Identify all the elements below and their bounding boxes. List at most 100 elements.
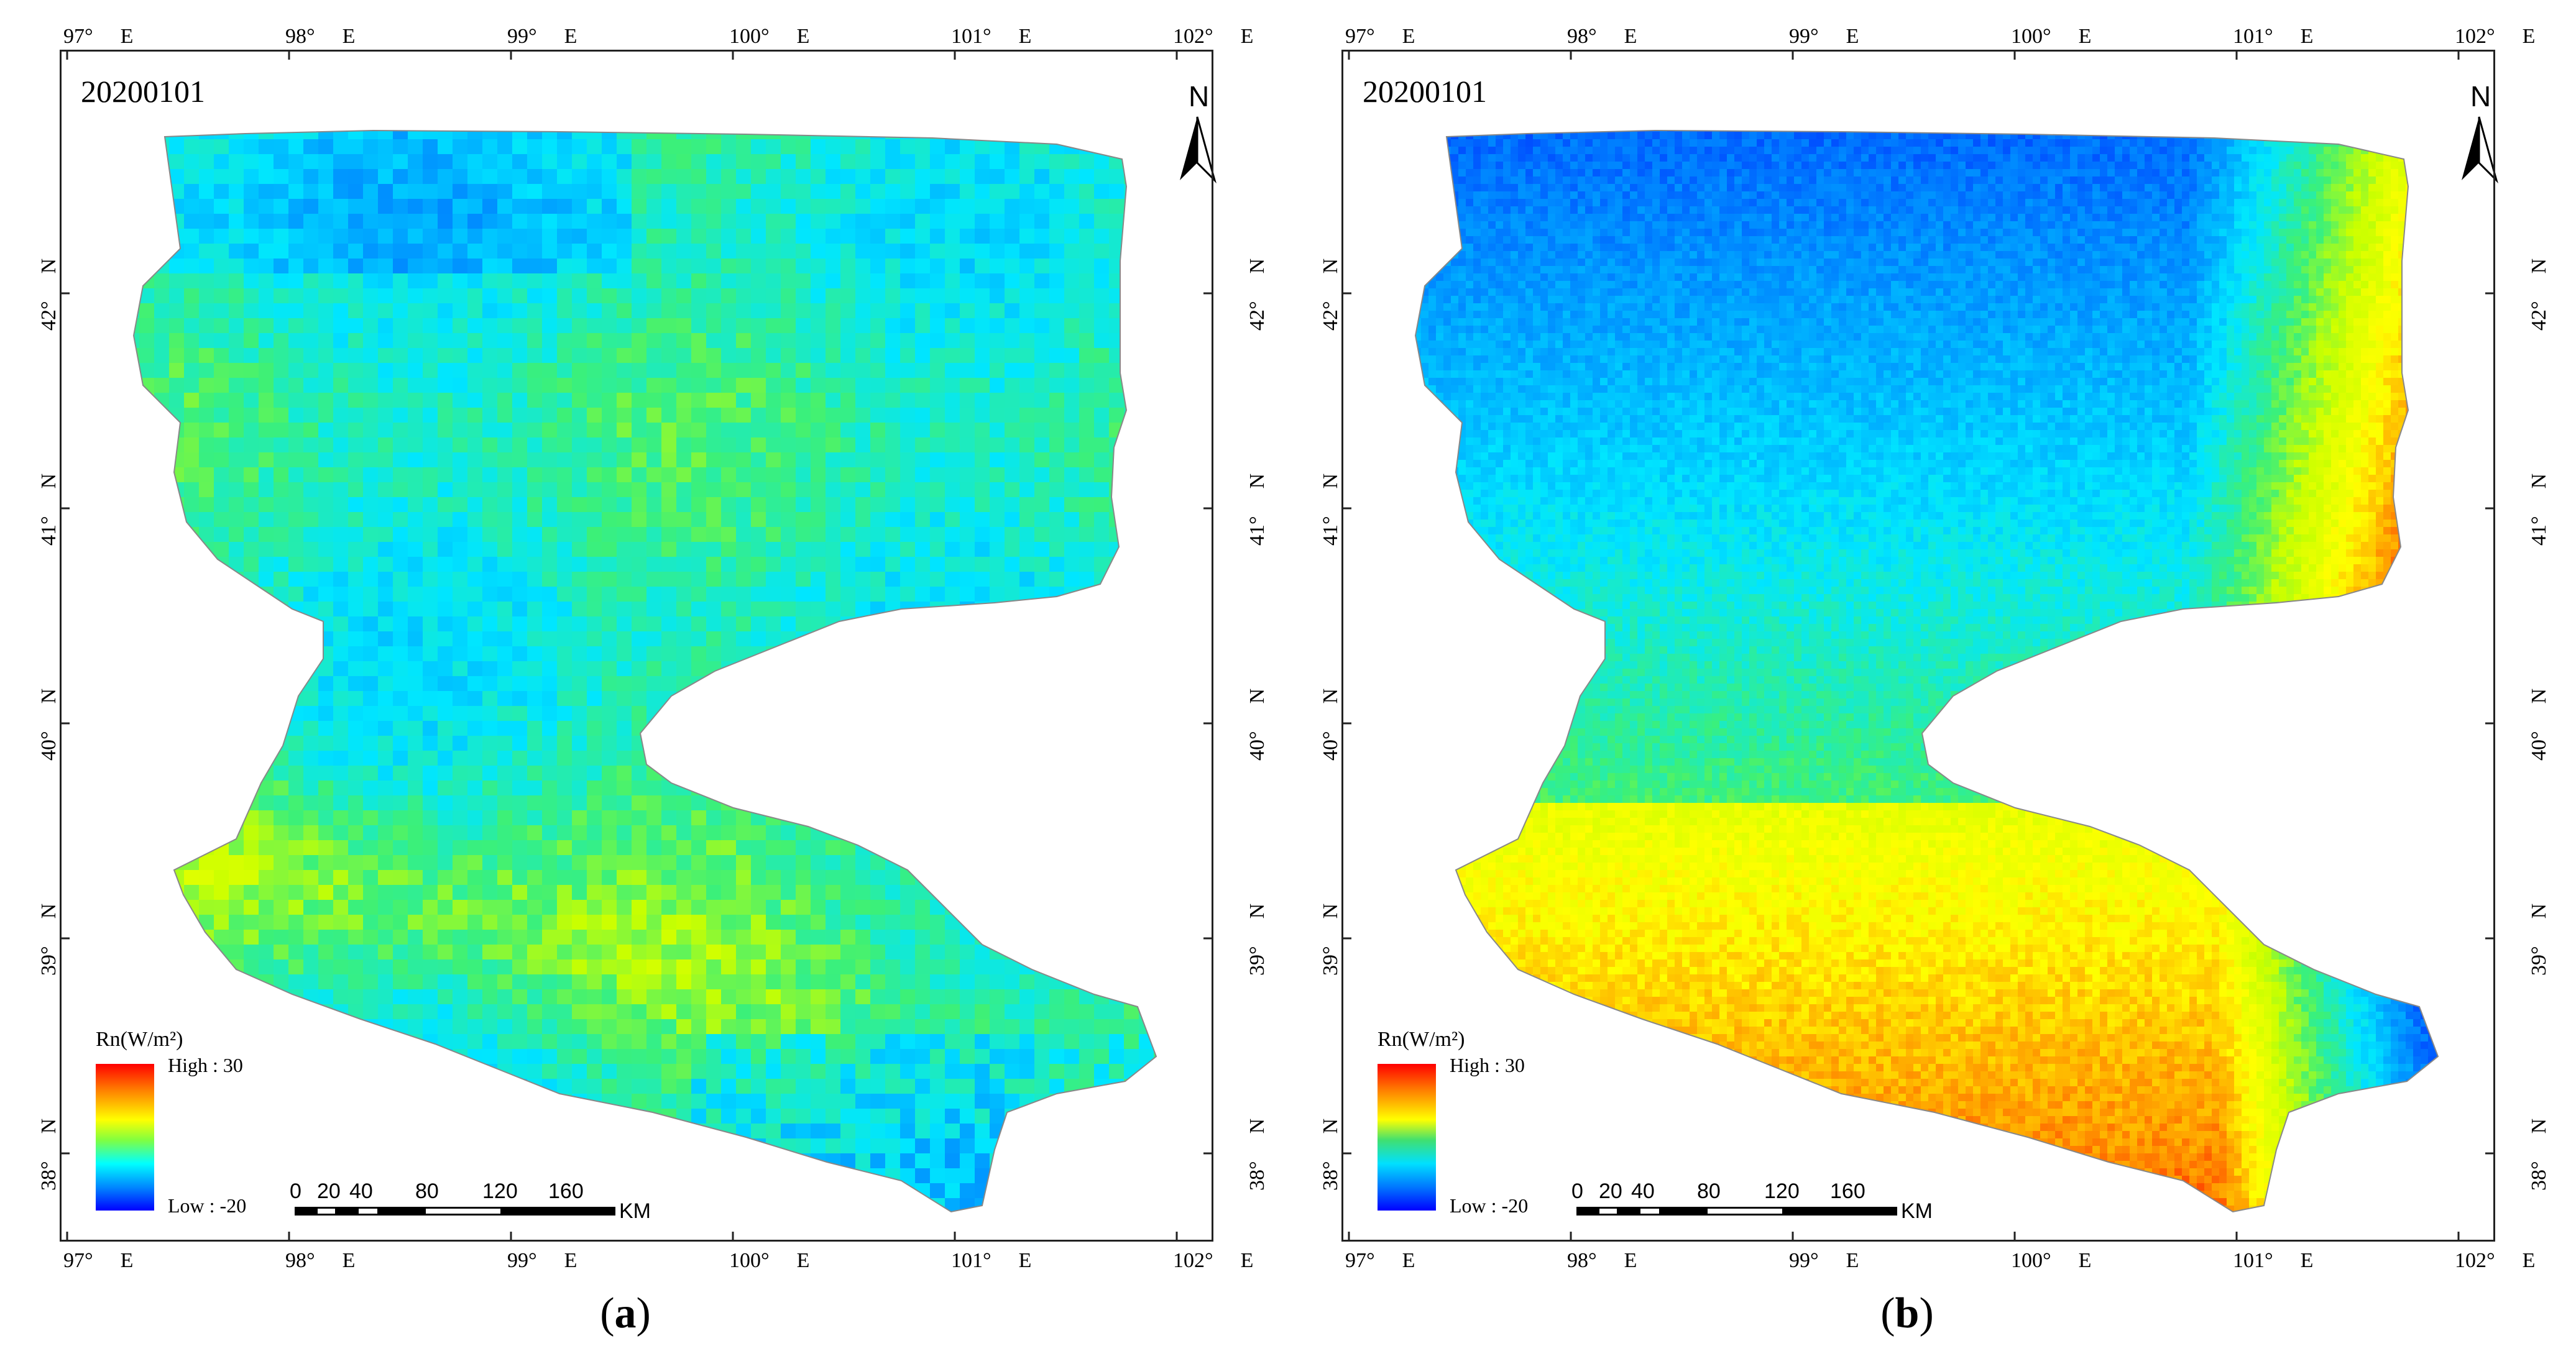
- latitude-hemisphere: N: [2528, 689, 2551, 704]
- longitude-hemisphere: E: [797, 25, 810, 48]
- caption-paren-close: ): [1919, 1289, 1933, 1337]
- latitude-degree: 39°: [2528, 946, 2551, 976]
- latitude-hemisphere: N: [1319, 259, 1342, 274]
- latitude-hemisphere: N: [2528, 474, 2551, 489]
- latitude-degree: 42°: [2528, 301, 2551, 331]
- legend-color-ramp: [1378, 1064, 1436, 1211]
- longitude-hemisphere: E: [121, 25, 134, 48]
- latitude-degree: 39°: [1319, 946, 1342, 976]
- latitude-label: 38° N: [2528, 1119, 2551, 1191]
- latitude-degree: 38°: [1246, 1161, 1269, 1191]
- scale-bar-label: 0: [1571, 1179, 1583, 1204]
- caption-paren-close: ): [637, 1289, 651, 1337]
- map-panel-b: 20200101 97° E 97° E 98° E 98° E 99° E 99° E 100° E 100…: [1282, 0, 2556, 1369]
- longitude-degree: 98°: [1567, 25, 1597, 48]
- latitude-degree: 42°: [37, 301, 60, 331]
- latitude-label: 38° N: [1246, 1119, 1269, 1191]
- longitude-hemisphere: E: [1241, 25, 1254, 48]
- latitude-label: 38° N: [1319, 1119, 1343, 1191]
- caption-letter: b: [1895, 1289, 1920, 1337]
- longitude-label: 100° E: [729, 1249, 809, 1273]
- longitude-hemisphere: E: [1624, 25, 1637, 48]
- scale-bar-label: 20: [1599, 1179, 1622, 1204]
- longitude-hemisphere: E: [121, 1249, 134, 1272]
- longitude-hemisphere: E: [1846, 1249, 1859, 1272]
- longitude-label: 99° E: [507, 25, 577, 48]
- caption-paren-open: (: [1880, 1289, 1895, 1337]
- latitude-degree: 38°: [1319, 1161, 1342, 1191]
- latitude-degree: 39°: [1246, 946, 1269, 976]
- longitude-degree: 97°: [1345, 1249, 1375, 1272]
- latitude-label: 41° N: [1246, 474, 1269, 546]
- longitude-degree: 98°: [285, 25, 315, 48]
- longitude-label: 102° E: [2455, 1249, 2535, 1273]
- longitude-label: 99° E: [1789, 25, 1859, 48]
- basin-boundary: [132, 129, 1157, 1213]
- longitude-hemisphere: E: [564, 1249, 577, 1272]
- north-arrow-icon: [1180, 116, 1217, 184]
- longitude-degree: 98°: [285, 1249, 315, 1272]
- legend-high-label: High : 30: [168, 1054, 243, 1077]
- map-frame: [60, 50, 1213, 1242]
- latitude-hemisphere: N: [2528, 904, 2551, 919]
- panel-caption: (a): [600, 1289, 651, 1339]
- latitude-degree: 41°: [1246, 516, 1269, 546]
- latitude-degree: 42°: [1246, 301, 1269, 331]
- longitude-label: 102° E: [1173, 1249, 1253, 1273]
- longitude-label: 99° E: [507, 1249, 577, 1273]
- latitude-hemisphere: N: [37, 1119, 60, 1134]
- latitude-degree: 40°: [2528, 731, 2551, 761]
- longitude-hemisphere: E: [797, 1249, 810, 1272]
- longitude-label: 98° E: [1567, 1249, 1637, 1273]
- scale-bar-label: 120: [482, 1179, 518, 1204]
- scale-bar-segment: [1599, 1209, 1617, 1214]
- legend-high-label: High : 30: [1450, 1054, 1525, 1077]
- longitude-label: 100° E: [2011, 25, 2091, 48]
- caption-letter: a: [615, 1289, 637, 1337]
- scale-bar-segment: [426, 1209, 500, 1214]
- latitude-label: 41° N: [37, 474, 61, 546]
- legend-title: Rn(W/m²): [1378, 1028, 1465, 1051]
- longitude-degree: 97°: [63, 25, 93, 48]
- latitude-degree: 40°: [37, 731, 60, 761]
- longitude-degree: 102°: [1173, 25, 1213, 48]
- latitude-hemisphere: N: [1319, 689, 1342, 704]
- longitude-degree: 100°: [2011, 25, 2051, 48]
- longitude-label: 101° E: [2233, 1249, 2313, 1273]
- longitude-hemisphere: E: [343, 25, 356, 48]
- longitude-degree: 99°: [507, 1249, 537, 1272]
- latitude-hemisphere: N: [1246, 904, 1269, 919]
- longitude-degree: 101°: [951, 1249, 991, 1272]
- longitude-label: 101° E: [2233, 25, 2313, 48]
- longitude-degree: 99°: [1789, 25, 1819, 48]
- longitude-hemisphere: E: [564, 25, 577, 48]
- latitude-degree: 38°: [37, 1161, 60, 1191]
- latitude-degree: 42°: [1319, 301, 1342, 331]
- legend-title: Rn(W/m²): [96, 1028, 183, 1051]
- map-canvas: [1341, 50, 2498, 1242]
- longitude-hemisphere: E: [1241, 1249, 1254, 1272]
- latitude-label: 42° N: [1246, 259, 1269, 331]
- latitude-hemisphere: N: [1246, 689, 1269, 704]
- latitude-hemisphere: N: [37, 904, 60, 919]
- latitude-degree: 38°: [2528, 1161, 2551, 1191]
- latitude-hemisphere: N: [1319, 904, 1342, 919]
- latitude-degree: 41°: [37, 516, 60, 546]
- latitude-degree: 41°: [2528, 516, 2551, 546]
- longitude-label: 101° E: [951, 1249, 1031, 1273]
- latitude-hemisphere: N: [37, 259, 60, 274]
- latitude-label: 41° N: [2528, 474, 2551, 546]
- latitude-hemisphere: N: [1246, 1119, 1269, 1134]
- longitude-hemisphere: E: [2301, 25, 2314, 48]
- longitude-hemisphere: E: [343, 1249, 356, 1272]
- longitude-hemisphere: E: [2301, 1249, 2314, 1272]
- longitude-degree: 99°: [507, 25, 537, 48]
- north-arrow-icon: [2462, 116, 2498, 184]
- latitude-label: 42° N: [37, 259, 61, 331]
- scale-bar-segment: [318, 1209, 335, 1214]
- longitude-hemisphere: E: [1624, 1249, 1637, 1272]
- latitude-degree: 39°: [37, 946, 60, 976]
- longitude-degree: 100°: [729, 1249, 770, 1272]
- latitude-label: 40° N: [37, 689, 61, 761]
- longitude-label: 99° E: [1789, 1249, 1859, 1273]
